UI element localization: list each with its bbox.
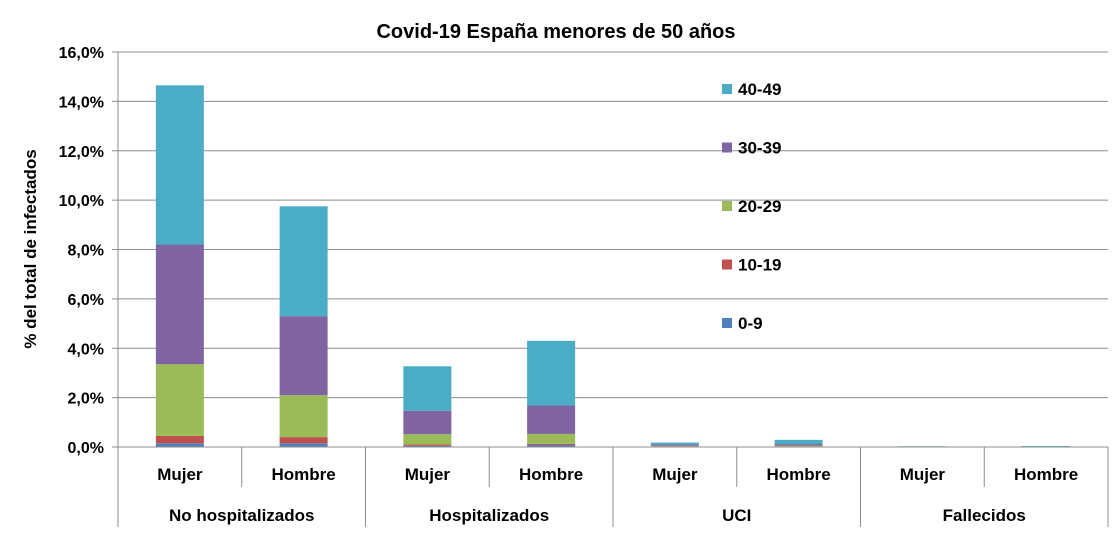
bar-segment-0-9: [279, 443, 328, 447]
y-tick-label: 0,0%: [68, 440, 104, 457]
legend-swatch-30-39: [722, 142, 732, 153]
legend-swatch-20-29: [722, 201, 732, 211]
y-tick-label: 6,0%: [68, 292, 104, 309]
bar-segment-40-49: [403, 366, 452, 411]
y-tick-label: 10,0%: [59, 193, 104, 210]
bar-segment-20-29: [527, 433, 576, 444]
bar-segment-40-49: [650, 442, 699, 445]
x-axis: Mujer Hombre Mujer Hombre Mujer Hombre Mujer Ho…: [117, 446, 1109, 527]
bar-segment-10-19: [403, 444, 452, 446]
bar-segment-20-29: [774, 445, 823, 447]
x-category-label: Mujer: [652, 465, 698, 484]
bar-segment-10-19: [279, 437, 328, 444]
bar-segment-30-39: [155, 244, 204, 365]
bar-segment-0-9: [155, 443, 204, 447]
bar-segment-40-49: [155, 85, 204, 245]
x-category-label: Hombre: [767, 465, 831, 484]
x-category-label: Mujer: [405, 465, 451, 484]
bar-segment-30-39: [650, 444, 699, 446]
y-tick-label: 16,0%: [59, 45, 104, 62]
y-axis-title: % del total de infectados: [21, 149, 40, 348]
bar-segment-20-29: [403, 434, 452, 445]
legend-label: 10-19: [738, 256, 781, 275]
legend-label: 20-29: [738, 197, 781, 216]
bar-segment-0-9: [527, 445, 576, 447]
bars: [155, 85, 1071, 447]
bar-segment-20-29: [155, 364, 204, 436]
x-category-label: Mujer: [900, 465, 946, 484]
bar-segment-0-9: [403, 445, 452, 447]
bar-segment-40-49: [527, 340, 576, 406]
bar-segment-40-49: [1022, 446, 1071, 447]
legend-label: 30-39: [738, 139, 781, 158]
bar-segment-30-39: [774, 444, 823, 446]
bar-segment-40-49: [774, 439, 823, 445]
legend-swatch-0-9: [722, 318, 732, 328]
y-tick-label: 12,0%: [59, 144, 104, 161]
x-category-label: Hombre: [1014, 465, 1078, 484]
x-group-label: UCI: [722, 506, 751, 525]
bar-segment-10-19: [527, 443, 576, 446]
legend-label: 40-49: [738, 80, 781, 99]
bar-segment-20-29: [279, 395, 328, 438]
gridlines: [112, 51, 1108, 448]
x-group-label: Fallecidos: [943, 506, 1026, 525]
x-category-label: Hombre: [272, 465, 336, 484]
bar-segment-40-49: [279, 206, 328, 317]
bar-segment-30-39: [279, 316, 328, 396]
x-group-label: No hospitalizados: [169, 506, 314, 525]
bar-segment-10-19: [155, 435, 204, 444]
y-tick-label: 8,0%: [68, 243, 104, 260]
x-group-label: Hospitalizados: [429, 506, 549, 525]
legend: 40-49 30-39 20-29 10-19 0-9: [722, 80, 781, 333]
y-tick-label: 4,0%: [68, 341, 104, 358]
y-axis-tick-labels: 0,0% 2,0% 4,0% 6,0% 8,0% 10,0% 12,0% 14,0% 16,0%: [59, 45, 104, 457]
legend-swatch-10-19: [722, 259, 732, 270]
bar-segment-30-39: [527, 405, 576, 434]
legend-swatch-40-49: [722, 84, 732, 94]
y-tick-label: 14,0%: [59, 94, 104, 111]
bar-segment-30-39: [403, 410, 452, 435]
legend-label: 0-9: [738, 314, 763, 333]
chart-title: Covid-19 España menores de 50 años: [376, 21, 735, 43]
x-category-label: Mujer: [157, 465, 203, 484]
x-category-label: Hombre: [519, 465, 583, 484]
y-tick-label: 2,0%: [68, 391, 104, 408]
